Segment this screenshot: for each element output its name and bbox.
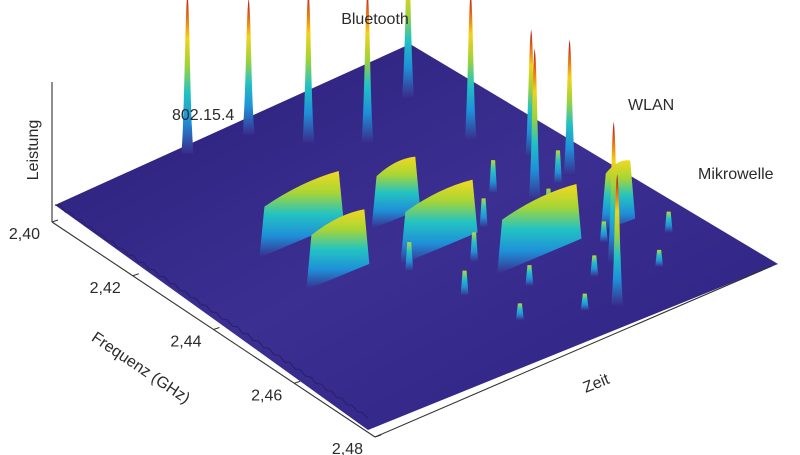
bluetooth-peak: [528, 48, 541, 201]
bluetooth-peak: [464, 0, 477, 141]
wlan-burst: [400, 179, 478, 265]
microwave-ridge: [590, 255, 599, 277]
frequency-tick-label: 2,44: [170, 334, 201, 351]
microwave-ridge: [515, 303, 524, 321]
microwave-ridge: [470, 232, 479, 262]
wlan-burst: [497, 184, 582, 275]
microwave-ridge: [479, 198, 488, 228]
microwave-ridge: [405, 242, 414, 272]
surface-front-edge: [54, 204, 369, 420]
microwave-ridge: [599, 221, 608, 243]
microwave-ridge: [655, 249, 664, 267]
microwave-ridge: [460, 270, 469, 296]
time-axis-line: [374, 265, 773, 438]
annotation-bluetooth: Bluetooth: [341, 11, 409, 28]
frequency-tick-label: 2,46: [251, 387, 282, 404]
frequency-tick-mark: [51, 219, 59, 223]
frequency-tick-label: 2,42: [90, 280, 121, 297]
frequency-tick-label: 2,40: [9, 226, 40, 243]
bluetooth-peak: [242, 0, 255, 135]
spectrum-features: [181, 0, 673, 321]
microwave-ridge: [580, 293, 589, 311]
bluetooth-peak: [563, 39, 576, 176]
microwave-ridge: [525, 265, 534, 287]
time-axis-label: Zeit: [581, 371, 613, 397]
frequency-tick-label: 2,48: [332, 441, 363, 455]
annotation-802154: 802.15.4: [172, 107, 234, 124]
bluetooth-peak: [181, 0, 194, 154]
bluetooth-peak: [302, 0, 315, 144]
frequency-tick-mark: [294, 380, 301, 384]
frequency-tick-mark: [213, 327, 220, 330]
annotation-wlan: WLAN: [628, 97, 674, 114]
frequency-tick-mark: [374, 434, 382, 438]
bluetooth-peak: [361, 0, 374, 143]
microwave-ridge: [553, 150, 562, 185]
microwave-ridge: [489, 160, 498, 194]
frequency-ticks: 2,40 2,42 2,44 2,46 2,48: [9, 219, 382, 455]
annotation-mikrowelle: Mikrowelle: [698, 166, 774, 183]
z-axis-label: Leistung: [25, 120, 42, 181]
frequency-tick-mark: [132, 273, 139, 277]
wlan-burst: [306, 209, 370, 290]
microwave-ridge: [664, 211, 673, 233]
wlan-burst: [259, 170, 344, 258]
bluetooth-peak: [402, 0, 415, 98]
bluetooth-peak: [611, 174, 624, 306]
